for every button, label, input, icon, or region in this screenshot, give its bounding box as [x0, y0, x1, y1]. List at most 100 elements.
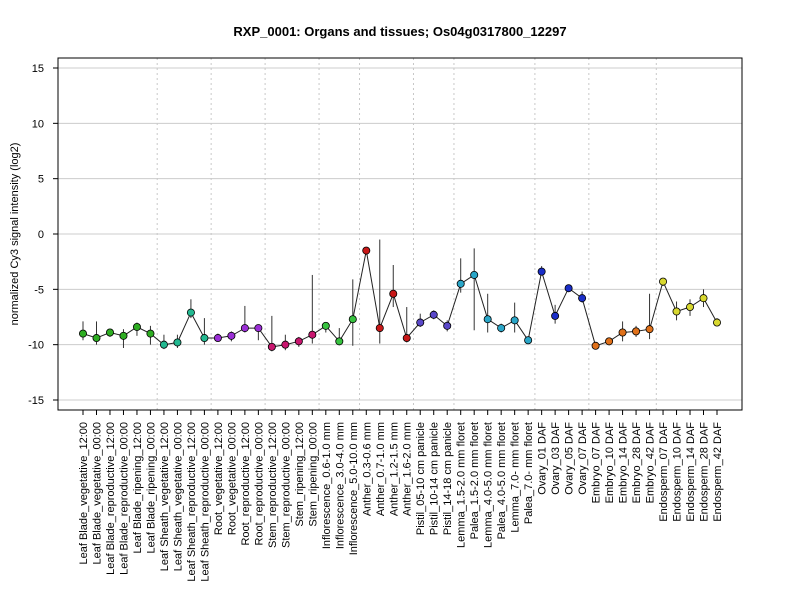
- data-point: [173, 338, 182, 347]
- x-tick-label: Anther_1.6-2.0 mm: [402, 422, 414, 516]
- x-tick-label: Inflorescence_5.0-10.0 mm: [348, 422, 360, 555]
- x-tick-label: Anther_0.3-0.6 mm: [361, 422, 373, 516]
- data-point: [254, 324, 263, 333]
- data-point: [645, 325, 654, 334]
- x-tick-label: Leaf Blade_vegetative_00:00: [91, 422, 103, 565]
- x-tick-label: Pistil_10-14 cm panicle: [429, 422, 441, 535]
- data-point: [699, 294, 708, 303]
- x-tick-label: Stem_reproductive_12:00: [267, 422, 279, 548]
- y-tick-label: -15: [28, 395, 44, 407]
- x-tick-label: Leaf Blade_ripening_00:00: [145, 422, 157, 554]
- x-tick-label: Leaf Blade_ripening_12:00: [132, 422, 144, 554]
- x-tick-label: Lemma_4.0-5.0 mm floret: [483, 422, 495, 548]
- x-tick-label: Endosperm_42 DAF: [712, 422, 724, 522]
- data-point: [443, 321, 452, 330]
- data-point: [416, 318, 425, 327]
- data-point: [119, 331, 128, 340]
- data-point: [240, 324, 249, 333]
- x-tick-label: Endosperm_14 DAF: [685, 422, 697, 522]
- data-point: [524, 336, 533, 345]
- x-tick-label: Leaf Blade_reproductive_00:00: [118, 422, 130, 575]
- x-tick-label: Anther_0.7-1.0 mm: [375, 422, 387, 516]
- data-point: [537, 267, 546, 276]
- x-tick-label: Leaf Sheath_reproductive_00:00: [199, 422, 211, 582]
- x-tick-label: Leaf Sheath_vegetative_00:00: [172, 422, 184, 571]
- data-point: [686, 303, 695, 312]
- x-tick-label: Ovary_03 DAF: [550, 422, 562, 495]
- y-tick-label: 15: [32, 63, 44, 75]
- data-point: [321, 321, 330, 330]
- x-tick-label: Embryo_07 DAF: [591, 422, 603, 504]
- data-point: [470, 270, 479, 279]
- data-point: [456, 279, 465, 288]
- data-point: [308, 330, 317, 339]
- x-tick-label: Lemma_1.5-2.0 mm floret: [456, 422, 468, 548]
- x-tick-label: Leaf Sheath_vegetative_12:00: [159, 422, 171, 571]
- x-tick-label: Embryo_14 DAF: [618, 422, 630, 504]
- x-tick-label: Lemma_7.0- mm floret: [510, 422, 522, 533]
- y-axis-label: normalized Cy3 signal intensity (log2): [9, 143, 21, 326]
- data-point: [510, 316, 519, 325]
- data-point: [497, 324, 506, 333]
- x-tick-label: Embryo_28 DAF: [631, 422, 643, 504]
- data-point: [429, 310, 438, 319]
- x-tick-label: Embryo_10 DAF: [604, 422, 616, 504]
- data-point: [375, 324, 384, 333]
- data-point: [227, 331, 236, 340]
- data-point: [672, 307, 681, 316]
- data-point: [389, 289, 398, 298]
- data-point: [618, 328, 627, 337]
- data-point: [92, 334, 101, 343]
- x-tick-label: Leaf Blade_vegetative_12:00: [78, 422, 90, 565]
- data-point: [402, 334, 411, 343]
- x-tick-label: Pistil_14-18 cm panicle: [442, 422, 454, 535]
- y-tick-label: 5: [38, 174, 44, 186]
- data-point: [551, 311, 560, 320]
- x-tick-label: Stem_ripening_00:00: [307, 422, 319, 527]
- data-point: [348, 315, 357, 324]
- data-point: [146, 329, 155, 338]
- grid: [58, 67, 742, 401]
- chart-title: RXP_0001: Organs and tissues; Os04g03178…: [233, 24, 566, 39]
- data-point: [605, 337, 614, 346]
- y-tick-label: 10: [32, 118, 44, 130]
- y-tick-label: -5: [34, 284, 44, 296]
- x-tick-label: Pistil_05-10 cm panicle: [415, 422, 427, 535]
- data-point: [186, 308, 195, 317]
- x-tick-label: Leaf Blade_reproductive_12:00: [105, 422, 117, 575]
- group-separators: [156, 58, 657, 410]
- data-point: [294, 337, 303, 346]
- x-tick-label: Anther_1.2-1.5 mm: [388, 422, 400, 516]
- data-point: [200, 334, 209, 343]
- data-point: [713, 318, 722, 327]
- x-tick-label: Root_reproductive_00:00: [253, 422, 265, 546]
- y-tick-label: -10: [28, 340, 44, 352]
- y-tick-label: 0: [38, 229, 44, 241]
- x-tick-label: Endosperm_28 DAF: [699, 422, 711, 522]
- y-axis: 15 10 5 0 -5 -10 -15: [28, 63, 58, 407]
- data-point: [335, 337, 344, 346]
- x-tick-label: Root_reproductive_12:00: [240, 422, 252, 546]
- data-point: [632, 327, 641, 336]
- x-tick-label: Root_vegetative_12:00: [213, 422, 225, 535]
- x-tick-label: Embryo_42 DAF: [645, 422, 657, 504]
- data-point: [659, 277, 668, 286]
- data-point: [362, 246, 371, 255]
- data-point: [132, 322, 141, 331]
- x-tick-label: Leaf Sheath_reproductive_12:00: [186, 422, 198, 582]
- x-tick-label: Inflorescence_0.6-1.0 mm: [321, 422, 333, 549]
- x-tick-label: Ovary_07 DAF: [577, 422, 589, 495]
- x-tick-label: Palea_4.0-5.0 mm floret: [496, 422, 508, 539]
- data-point: [79, 329, 88, 338]
- data-point: [159, 340, 168, 349]
- data-point: [213, 334, 222, 343]
- data-point: [281, 340, 290, 349]
- x-tick-label: Palea_7.0- mm floret: [523, 422, 535, 524]
- data-point: [105, 328, 114, 337]
- x-tick-label: Ovary_05 DAF: [564, 422, 576, 495]
- x-tick-label: Ovary_01 DAF: [537, 422, 549, 495]
- data-point: [483, 315, 492, 324]
- data-point: [578, 294, 587, 303]
- x-axis: Leaf Blade_vegetative_12:00 Leaf Blade_ve…: [78, 410, 724, 582]
